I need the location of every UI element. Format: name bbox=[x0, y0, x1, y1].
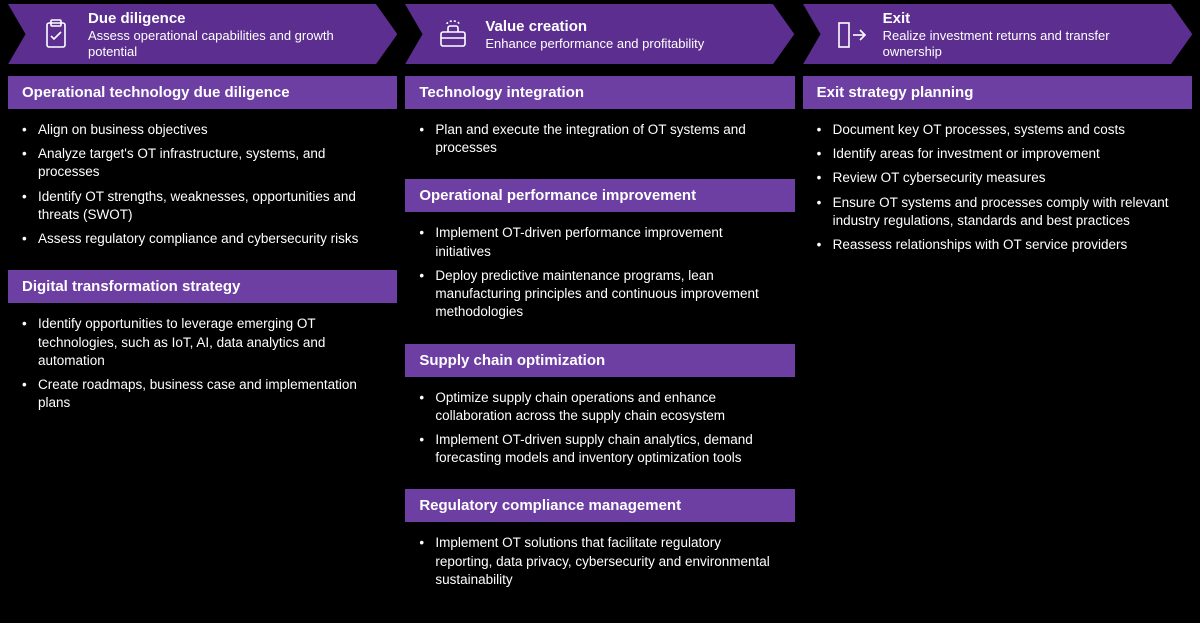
bullet-item: Identify OT strengths, weaknesses, oppor… bbox=[22, 188, 383, 224]
stage-title: Due diligence bbox=[88, 10, 367, 28]
section-heading: Digital transformation strategy bbox=[8, 270, 397, 303]
door-exit-icon bbox=[833, 17, 869, 53]
bullet-item: Implement OT-driven supply chain analyti… bbox=[419, 431, 780, 467]
bullet-item: Identify areas for investment or improve… bbox=[817, 145, 1178, 163]
section-heading: Technology integration bbox=[405, 76, 794, 109]
bullet-item: Assess regulatory compliance and cyberse… bbox=[22, 230, 383, 248]
stage-title: Exit bbox=[883, 10, 1162, 28]
stage-header-due-diligence: Due diligence Assess operational capabil… bbox=[8, 4, 397, 66]
section-bullets: Optimize supply chain operations and enh… bbox=[405, 383, 794, 484]
column-exit: Exit Realize investment returns and tran… bbox=[803, 4, 1192, 605]
section-bullets: Identify opportunities to leverage emerg… bbox=[8, 309, 397, 428]
section-bullets: Plan and execute the integration of OT s… bbox=[405, 115, 794, 173]
stage-header-exit: Exit Realize investment returns and tran… bbox=[803, 4, 1192, 66]
stage-subtitle: Enhance performance and profitability bbox=[485, 36, 704, 52]
stage-subtitle: Realize investment returns and transfer … bbox=[883, 28, 1162, 59]
bullet-item: Optimize supply chain operations and enh… bbox=[419, 389, 780, 425]
stage-header-value-creation: Value creation Enhance performance and p… bbox=[405, 4, 794, 66]
column-due-diligence: Due diligence Assess operational capabil… bbox=[8, 4, 397, 605]
bullet-item: Plan and execute the integration of OT s… bbox=[419, 121, 780, 157]
section-heading: Operational performance improvement bbox=[405, 179, 794, 212]
bullet-item: Deploy predictive maintenance programs, … bbox=[419, 267, 780, 322]
bullet-item: Identify opportunities to leverage emerg… bbox=[22, 315, 383, 370]
section-heading: Exit strategy planning bbox=[803, 76, 1192, 109]
phase-columns: Due diligence Assess operational capabil… bbox=[8, 4, 1192, 605]
clipboard-check-icon bbox=[38, 17, 74, 53]
stage-subtitle: Assess operational capabilities and grow… bbox=[88, 28, 367, 59]
toolbox-icon bbox=[435, 17, 471, 53]
bullet-item: Review OT cybersecurity measures bbox=[817, 169, 1178, 187]
stage-title: Value creation bbox=[485, 18, 704, 36]
bullet-item: Analyze target's OT infrastructure, syst… bbox=[22, 145, 383, 181]
bullet-item: Ensure OT systems and processes comply w… bbox=[817, 194, 1178, 230]
bullet-item: Reassess relationships with OT service p… bbox=[817, 236, 1178, 254]
bullet-item: Implement OT-driven performance improvem… bbox=[419, 224, 780, 260]
column-value-creation: Value creation Enhance performance and p… bbox=[405, 4, 794, 605]
section-heading: Supply chain optimization bbox=[405, 344, 794, 377]
bullet-item: Document key OT processes, systems and c… bbox=[817, 121, 1178, 139]
bullet-item: Implement OT solutions that facilitate r… bbox=[419, 534, 780, 589]
section-heading: Operational technology due diligence bbox=[8, 76, 397, 109]
section-bullets: Implement OT solutions that facilitate r… bbox=[405, 528, 794, 605]
section-bullets: Document key OT processes, systems and c… bbox=[803, 115, 1192, 270]
section-bullets: Implement OT-driven performance improvem… bbox=[405, 218, 794, 337]
section-bullets: Align on business objectives Analyze tar… bbox=[8, 115, 397, 264]
section-heading: Regulatory compliance management bbox=[405, 489, 794, 522]
bullet-item: Align on business objectives bbox=[22, 121, 383, 139]
bullet-item: Create roadmaps, business case and imple… bbox=[22, 376, 383, 412]
